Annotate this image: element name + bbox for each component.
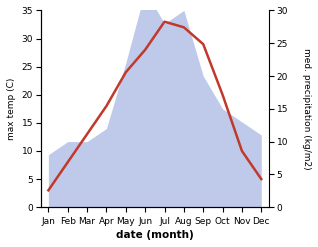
Y-axis label: med. precipitation (kg/m2): med. precipitation (kg/m2) <box>302 48 311 170</box>
Y-axis label: max temp (C): max temp (C) <box>7 78 16 140</box>
X-axis label: date (month): date (month) <box>116 230 194 240</box>
